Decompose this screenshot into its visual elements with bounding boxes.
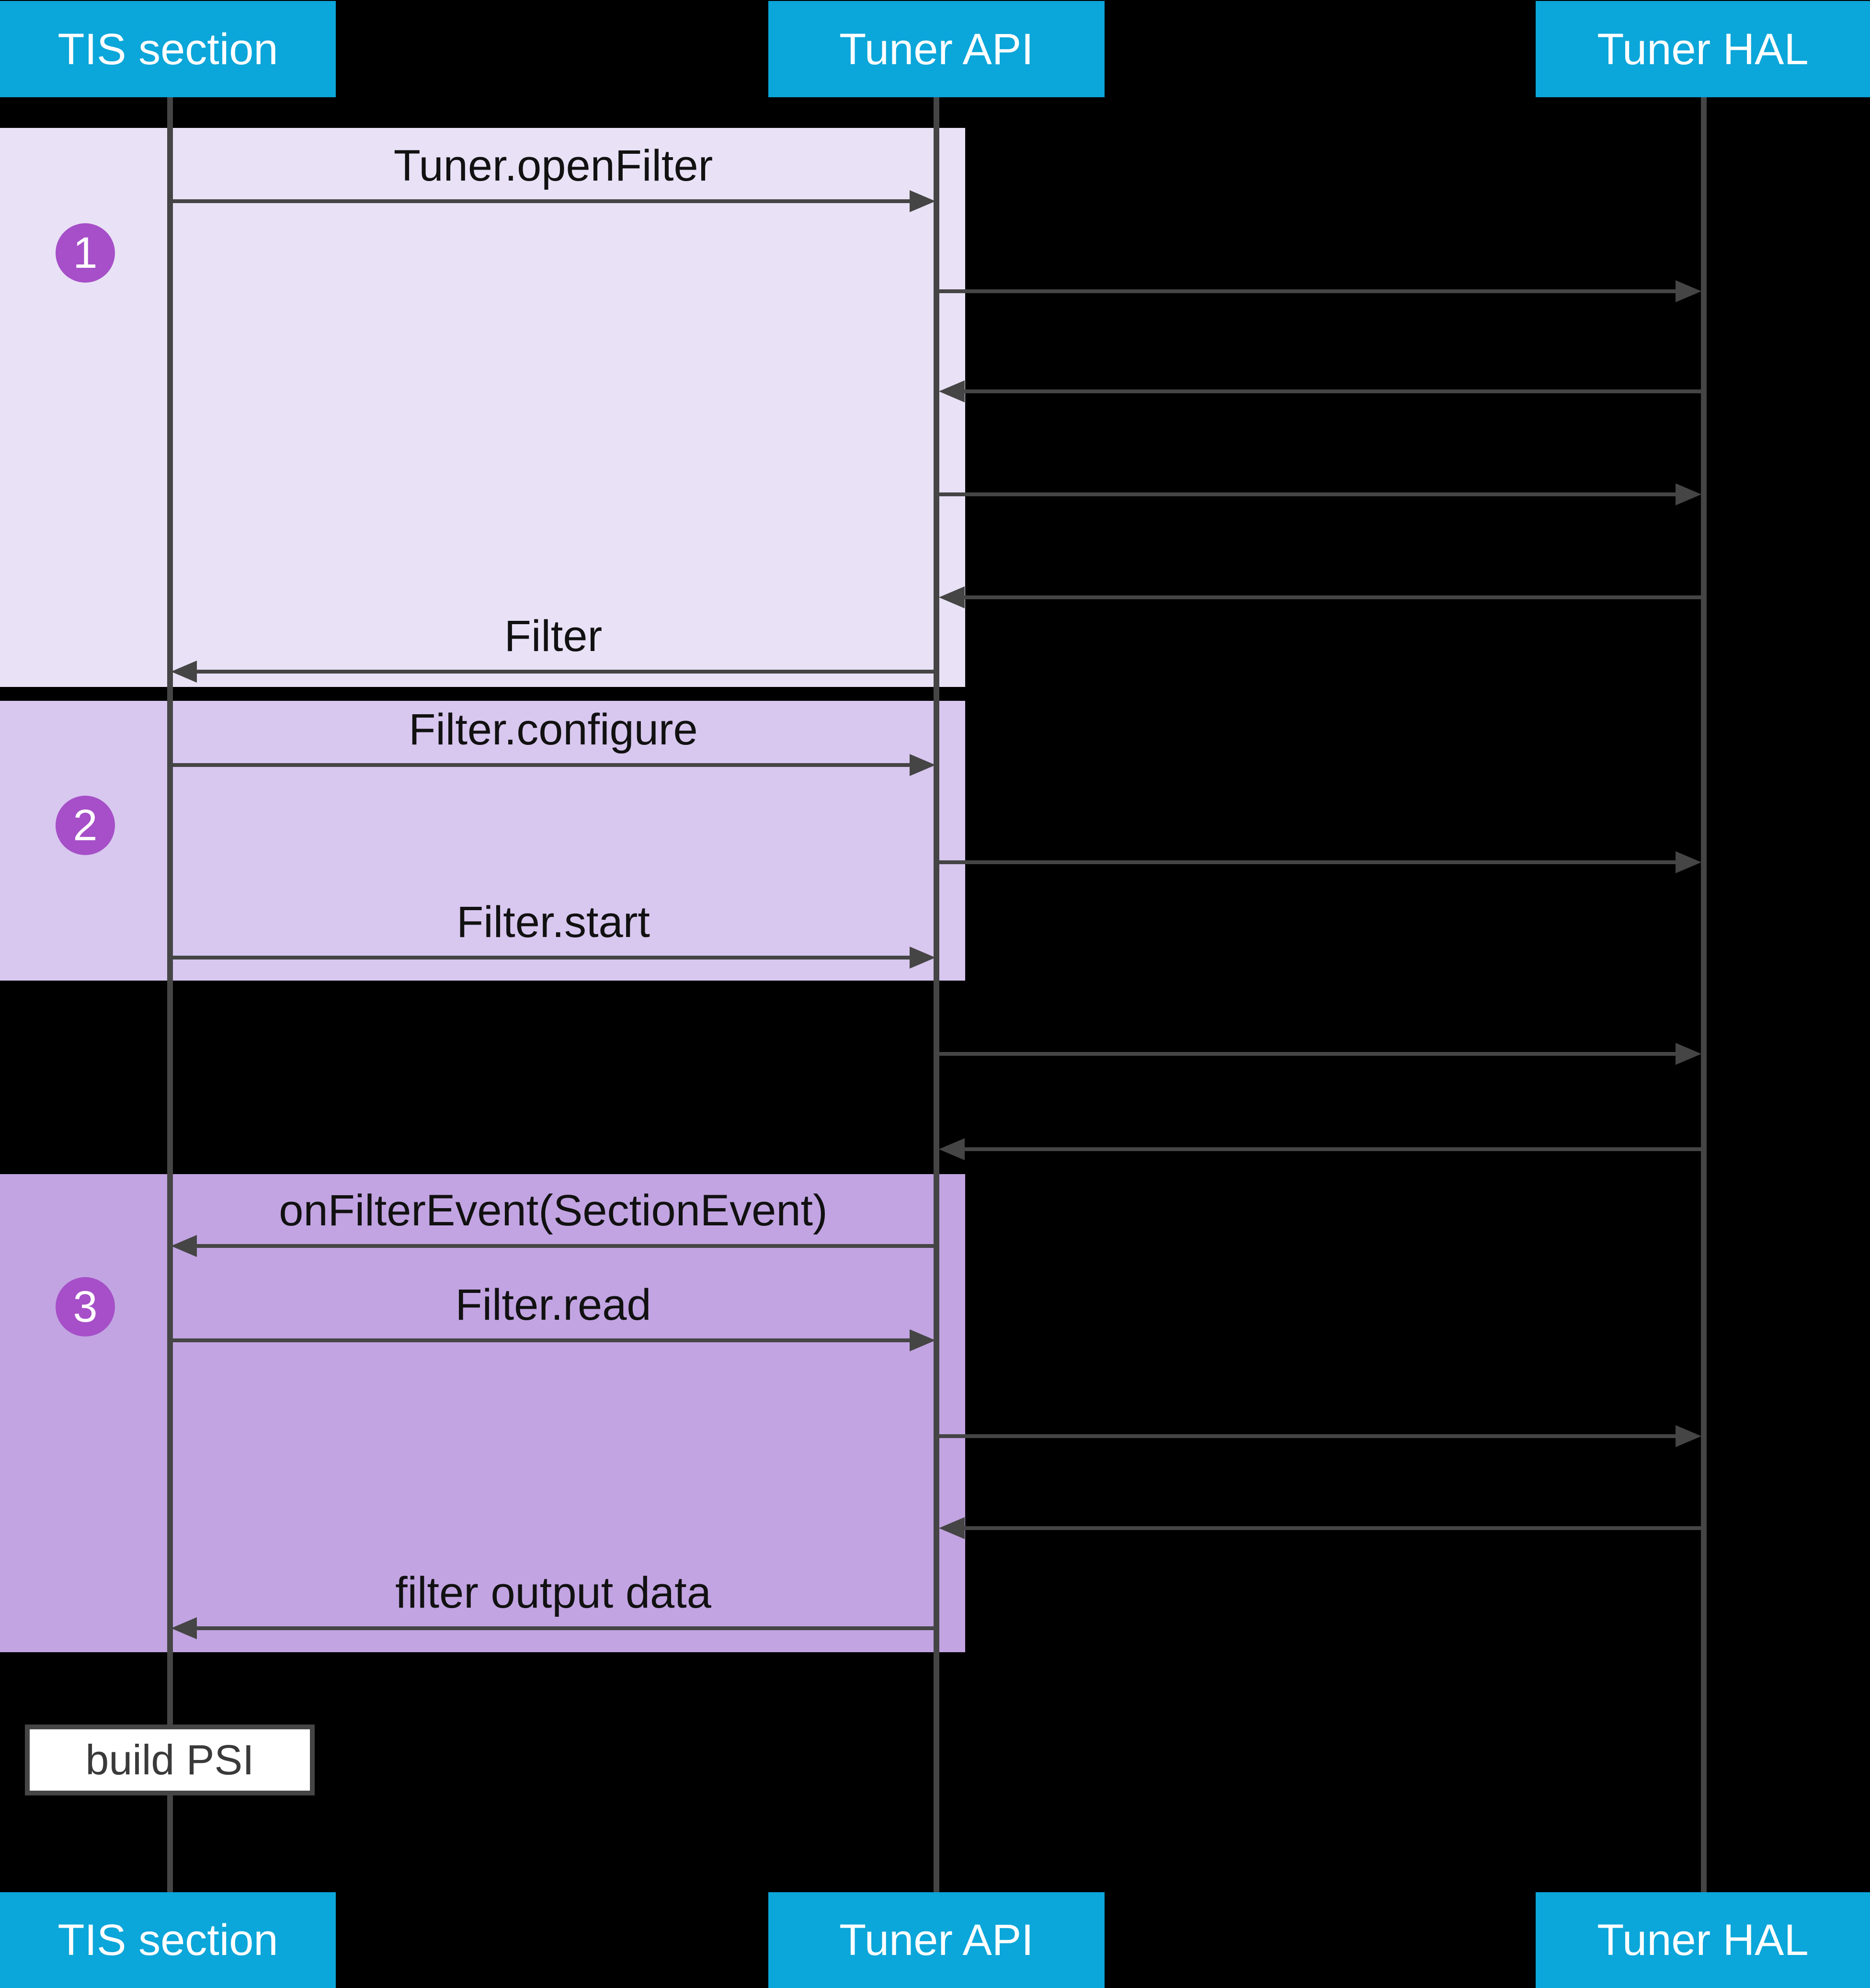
- step3-number: 3: [73, 1282, 98, 1331]
- arrow-hal-to-api-2: [964, 595, 1702, 599]
- arrow-tuner-openfilter: [170, 199, 911, 203]
- arrow-onfilterevent: [196, 1244, 936, 1248]
- participant-label-hal-top: Tuner HAL: [1597, 24, 1809, 74]
- participant-header-hal-bottom: Tuner HAL: [1536, 1892, 1870, 1988]
- step3-highlight-box: [0, 1174, 965, 1652]
- arrow-filter-configure: [170, 763, 911, 767]
- arrow-hal-to-api-3: [964, 1147, 1702, 1151]
- arrow-hal-to-api-1: [964, 389, 1702, 393]
- tis-section-lifeline: [167, 97, 173, 1892]
- build-psi-note-label: build PSI: [85, 1736, 254, 1783]
- arrow-api-to-hal-2: [938, 492, 1676, 496]
- arrow-filter-start: [170, 956, 911, 960]
- arrow-filter-output-data: [196, 1626, 936, 1630]
- message-label-filter-read: Filter.read: [455, 1280, 651, 1329]
- step1-badge: 1: [56, 223, 115, 283]
- participant-header-api-top: Tuner API: [768, 1, 1105, 97]
- step3-badge: 3: [56, 1277, 115, 1337]
- build-psi-note: build PSI: [25, 1725, 315, 1795]
- step2-badge: 2: [56, 796, 115, 855]
- participant-label-tis-top: TIS section: [57, 24, 278, 74]
- arrow-api-to-hal-1: [938, 289, 1676, 293]
- participant-label-api-bottom: Tuner API: [839, 1916, 1034, 1965]
- arrow-hal-to-api-4: [964, 1526, 1702, 1530]
- message-label-filter-start: Filter.start: [456, 898, 650, 947]
- arrow-filter-read: [170, 1338, 911, 1342]
- participant-header-hal-top: Tuner HAL: [1536, 1, 1870, 97]
- step2-highlight-box: [0, 701, 965, 981]
- message-label-filter-configure: Filter.configure: [409, 705, 698, 754]
- tuner-api-lifeline: [934, 97, 939, 1892]
- arrow-api-to-hal-5: [938, 1434, 1676, 1438]
- participant-label-tis-bottom: TIS section: [57, 1916, 278, 1965]
- message-label-onfilterevent: onFilterEvent(SectionEvent): [279, 1186, 828, 1235]
- step2-number: 2: [73, 801, 98, 850]
- participant-label-api-top: Tuner API: [839, 24, 1034, 74]
- participant-label-hal-bottom: Tuner HAL: [1597, 1916, 1809, 1965]
- participant-header-tis-top: TIS section: [0, 1, 336, 97]
- participant-header-api-bottom: Tuner API: [768, 1892, 1105, 1988]
- message-label-filter-return: Filter: [504, 612, 603, 661]
- message-label-filter-output-data: filter output data: [395, 1568, 711, 1617]
- arrow-api-to-hal-4: [938, 1052, 1676, 1056]
- arrow-api-to-hal-3: [938, 860, 1676, 864]
- message-label-tuner-openfilter: Tuner.openFilter: [393, 141, 713, 190]
- step1-number: 1: [73, 229, 98, 277]
- tuner-hal-lifeline: [1701, 97, 1707, 1892]
- step1-highlight-box: [0, 128, 965, 687]
- participant-header-tis-bottom: TIS section: [0, 1892, 336, 1988]
- arrow-filter-return: [196, 670, 936, 674]
